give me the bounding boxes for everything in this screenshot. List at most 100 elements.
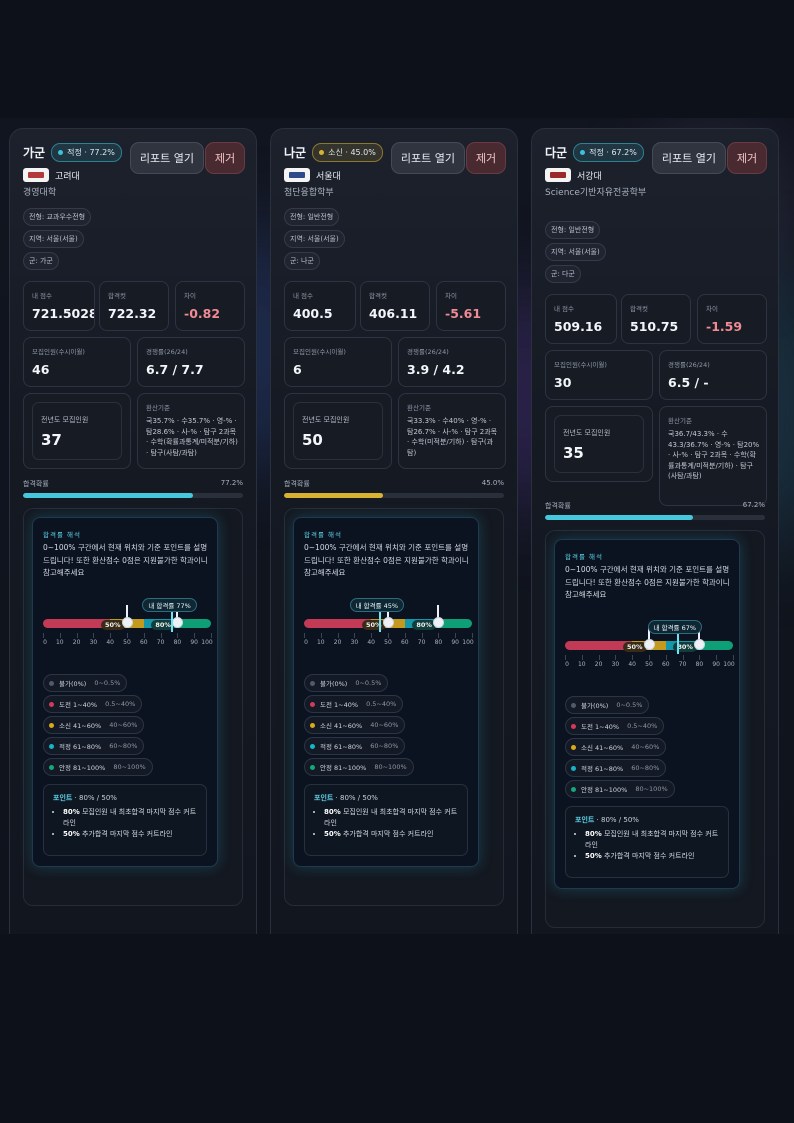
prev-recruit-inner: 전년도 모집인원 50 bbox=[293, 402, 383, 460]
stat-value: 722.32 bbox=[108, 306, 157, 321]
tick-label: 0 bbox=[565, 661, 569, 668]
remove-button[interactable]: 제거 bbox=[466, 142, 506, 174]
tick-mark bbox=[93, 633, 95, 638]
legend-item: 적정 61~80% 60~80% bbox=[304, 737, 406, 755]
legend-range: 80~100% bbox=[635, 785, 668, 793]
legend-range: 40~60% bbox=[109, 721, 138, 729]
status-badge: 적정 · 77.2% bbox=[51, 143, 122, 162]
marker-stem bbox=[387, 605, 389, 619]
my-position-label: 내 합격률 77% bbox=[142, 598, 197, 612]
info-chip: 전형: 일반전형 bbox=[284, 208, 340, 226]
card-content: 나군 소신 · 45.0% 리포트 열기 제거 서울대 첨단융합학부 전형: 일반전형 지역:… bbox=[284, 129, 506, 934]
competition-value: 3.9 / 4.2 bbox=[407, 362, 465, 377]
point-title-rest: · 80% / 50% bbox=[333, 794, 378, 802]
marker-stem bbox=[437, 605, 440, 619]
interpretation-panel: 합격률 해석 0~100% 구간에서 현재 위치와 기준 포인트를 설명드립니다!… bbox=[293, 517, 479, 867]
my-position-label: 내 합격률 67% bbox=[647, 620, 703, 634]
tick-label: 70 bbox=[156, 639, 165, 646]
tick-label: 100 bbox=[723, 661, 735, 668]
tick-mark bbox=[438, 633, 440, 638]
card-content: 가군 적정 · 77.2% 리포트 열기 제거 고려대 경영대학 전형: 교과우수전형 지역:… bbox=[23, 129, 245, 934]
status-badge: 적정 · 67.2% bbox=[573, 143, 644, 162]
prev-recruit-value: 37 bbox=[41, 431, 62, 449]
tick-mark bbox=[421, 633, 423, 638]
status-dot-icon bbox=[58, 150, 64, 155]
marker-knob-icon bbox=[122, 617, 133, 628]
university-card: 나군 소신 · 45.0% 리포트 열기 제거 서울대 첨단융합학부 전형: 일반전형 지역:… bbox=[270, 128, 518, 934]
prev-recruit-inner: 전년도 모집인원 35 bbox=[554, 415, 644, 473]
stat-value: -0.82 bbox=[184, 306, 221, 321]
tick-label: 60 bbox=[661, 661, 670, 668]
recruit-value: 46 bbox=[32, 362, 50, 377]
stat-box: 합격컷 406.11 bbox=[360, 281, 430, 331]
tick-label: 50 bbox=[123, 639, 131, 646]
legend-name: 적정 61~80% bbox=[320, 743, 363, 751]
university-name: 고려대 bbox=[55, 171, 80, 182]
legend-dot-icon bbox=[49, 701, 54, 707]
info-chip: 군: 나군 bbox=[284, 252, 320, 270]
recruit-box: 모집인원(수시이월) 6 bbox=[284, 337, 392, 387]
competition-box: 경쟁률(26/24) 3.9 / 4.2 bbox=[398, 337, 506, 387]
tick-label: 80 bbox=[173, 639, 182, 646]
point-title: 포인트 · 80% / 50% bbox=[53, 793, 117, 803]
department-name: 첨단융합학부 bbox=[284, 188, 334, 198]
legend-item: 안정 81~100% 80~100% bbox=[43, 758, 153, 776]
tick-label: 60 bbox=[139, 639, 148, 646]
tick-mark bbox=[127, 633, 128, 638]
stat-box: 합격컷 510.75 bbox=[621, 294, 691, 344]
point-title: 포인트 · 80% / 50% bbox=[314, 793, 378, 803]
info-chip: 전형: 일반전형 bbox=[545, 221, 601, 239]
recruit-label: 모집인원(수시이월) bbox=[293, 348, 346, 356]
legend-dot-icon bbox=[49, 743, 54, 749]
legend-dot-icon bbox=[571, 723, 576, 729]
legend-name: 도전 1~40% bbox=[320, 701, 359, 709]
conversion-box: 환산기준 국36.7/43.3% · 수43.3/36.7% · 영-% · 탐2… bbox=[659, 406, 767, 506]
tick-label: 90 bbox=[712, 661, 721, 668]
legend-item: 소신 41~60% 40~60% bbox=[565, 738, 667, 756]
tick-label: 30 bbox=[611, 661, 620, 668]
open-report-button[interactable]: 리포트 열기 bbox=[651, 142, 726, 174]
card-header: 가군 적정 · 77.2% bbox=[23, 143, 122, 162]
remove-button[interactable]: 제거 bbox=[205, 142, 245, 174]
tick-label: 10 bbox=[577, 661, 586, 668]
open-report-button[interactable]: 리포트 열기 bbox=[390, 142, 465, 174]
tick-mark bbox=[699, 655, 701, 660]
remove-button[interactable]: 제거 bbox=[727, 142, 767, 174]
probability-scale: 50% 80% 내 합격률 45% 0 10 20 30 40 50 60 70 80 90 100 bbox=[304, 598, 474, 658]
point-item-bold: 50% bbox=[63, 830, 80, 838]
stat-box: 차이 -5.61 bbox=[436, 281, 506, 331]
legend-item: 소신 41~60% 40~60% bbox=[43, 716, 145, 734]
my-position-label: 내 합격률 45% bbox=[349, 598, 405, 612]
point-box: 포인트 · 80% / 50% 80% 모집인원 내 최초합격 마지막 점수 커트… bbox=[43, 784, 207, 856]
legend-dot-icon bbox=[571, 702, 576, 708]
legend-item: 불가(0%) 0~0.5% bbox=[304, 674, 389, 692]
marker-knob-icon bbox=[383, 617, 394, 628]
interpretation-container: 합격률 해석 0~100% 구간에서 현재 위치와 기준 포인트를 설명드립니다!… bbox=[23, 508, 243, 906]
point-list: 80% 모집인원 내 최초합격 마지막 점수 커트라인50% 추가합격 마지막 … bbox=[575, 829, 722, 862]
competition-label: 경쟁률(26/24) bbox=[407, 348, 449, 356]
prev-recruit-value: 35 bbox=[563, 444, 584, 462]
tick-mark bbox=[59, 633, 61, 638]
legend-name: 안정 81~100% bbox=[320, 764, 367, 772]
panel-title: 합격률 해석 bbox=[565, 553, 603, 561]
stat-value: 721.50286 bbox=[32, 306, 94, 321]
open-report-button[interactable]: 리포트 열기 bbox=[129, 142, 204, 174]
legend-dot-icon bbox=[571, 765, 576, 771]
tick-label: 0 bbox=[43, 639, 47, 646]
legend-item: 안정 81~100% 80~100% bbox=[565, 780, 675, 798]
competition-value: 6.5 / - bbox=[668, 375, 709, 390]
legend-item: 도전 1~40% 0.5~40% bbox=[43, 695, 143, 713]
tick-mark bbox=[371, 633, 373, 638]
point-item-text: 추가합격 마지막 점수 커트라인 bbox=[340, 830, 434, 838]
point-item-bold: 50% bbox=[585, 852, 602, 860]
university-name: 서울대 bbox=[316, 171, 341, 182]
tick-label: 80 bbox=[695, 661, 704, 668]
legend-dot-icon bbox=[310, 743, 315, 749]
legend-dot-icon bbox=[310, 764, 315, 770]
stat-box: 차이 -1.59 bbox=[697, 294, 767, 344]
recruit-label: 모집인원(수시이월) bbox=[554, 361, 607, 369]
card-content: 다군 적정 · 67.2% 리포트 열기 제거 서강대 Science기반자유전공학부 전형… bbox=[545, 129, 767, 934]
slot-label: 다군 bbox=[545, 146, 568, 160]
conversion-text: 국35.7% · 수35.7% · 영-% · 탐28.6% · 사-% · 탐… bbox=[146, 417, 238, 457]
point-title: 포인트 · 80% / 50% bbox=[575, 815, 639, 825]
